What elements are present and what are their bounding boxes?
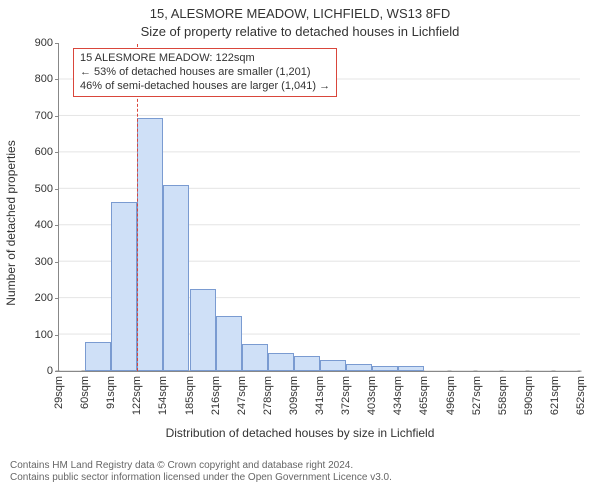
y-tick: 700	[35, 110, 59, 122]
x-tick: 60sqm	[79, 371, 91, 409]
histogram-bar	[372, 366, 398, 371]
plot-area: 010020030040050060070080090029sqm60sqm91…	[58, 44, 580, 372]
histogram-bar	[111, 202, 137, 371]
histogram-bar	[216, 316, 242, 371]
footer-attribution: Contains HM Land Registry data © Crown c…	[10, 460, 392, 484]
x-tick: 216sqm	[210, 371, 222, 415]
histogram-bar	[137, 118, 163, 371]
chart-title-sub: Size of property relative to detached ho…	[0, 24, 600, 39]
x-tick: 434sqm	[392, 371, 404, 415]
histogram-bar	[242, 344, 268, 371]
x-tick: 558sqm	[497, 371, 509, 415]
y-tick: 200	[35, 292, 59, 304]
x-tick: 372sqm	[340, 371, 352, 415]
chart-title-main: 15, ALESMORE MEADOW, LICHFIELD, WS13 8FD	[0, 6, 600, 21]
y-tick: 300	[35, 256, 59, 268]
histogram-bar	[346, 364, 372, 371]
x-tick: 185sqm	[184, 371, 196, 415]
x-tick: 527sqm	[471, 371, 483, 415]
x-tick: 621sqm	[549, 371, 561, 415]
annotation-line: 46% of semi-detached houses are larger (…	[80, 80, 330, 94]
footer-line: Contains public sector information licen…	[10, 472, 392, 484]
footer-line: Contains HM Land Registry data © Crown c…	[10, 460, 392, 472]
histogram-bar	[190, 289, 216, 371]
histogram-bar	[268, 353, 294, 371]
x-tick: 403sqm	[366, 371, 378, 415]
x-tick: 91sqm	[105, 371, 117, 409]
x-axis-label: Distribution of detached houses by size …	[0, 426, 600, 440]
histogram-bar	[85, 342, 111, 371]
annotation-box: 15 ALESMORE MEADOW: 122sqm← 53% of detac…	[73, 48, 337, 97]
x-tick: 122sqm	[131, 371, 143, 415]
x-tick: 29sqm	[53, 371, 65, 409]
y-tick: 100	[35, 329, 59, 341]
annotation-line: 15 ALESMORE MEADOW: 122sqm	[80, 52, 330, 66]
x-tick: 341sqm	[314, 371, 326, 415]
y-tick: 600	[35, 146, 59, 158]
y-tick: 900	[35, 37, 59, 49]
x-tick: 590sqm	[523, 371, 535, 415]
histogram-bar	[163, 185, 189, 371]
histogram-bar	[398, 366, 424, 371]
histogram-bar	[294, 356, 320, 371]
annotation-line: ← 53% of detached houses are smaller (1,…	[80, 66, 330, 80]
x-tick: 465sqm	[418, 371, 430, 415]
x-tick: 309sqm	[288, 371, 300, 415]
chart-container: { "layout": { "width": 600, "height": 50…	[0, 0, 600, 500]
y-tick: 400	[35, 219, 59, 231]
y-axis-label: Number of detached properties	[4, 58, 18, 223]
y-tick: 800	[35, 73, 59, 85]
histogram-bar	[320, 360, 346, 371]
x-tick: 247sqm	[236, 371, 248, 415]
x-tick: 278sqm	[262, 371, 274, 415]
x-tick: 652sqm	[575, 371, 587, 415]
y-tick: 500	[35, 183, 59, 195]
x-tick: 154sqm	[157, 371, 169, 415]
x-tick: 496sqm	[445, 371, 457, 415]
